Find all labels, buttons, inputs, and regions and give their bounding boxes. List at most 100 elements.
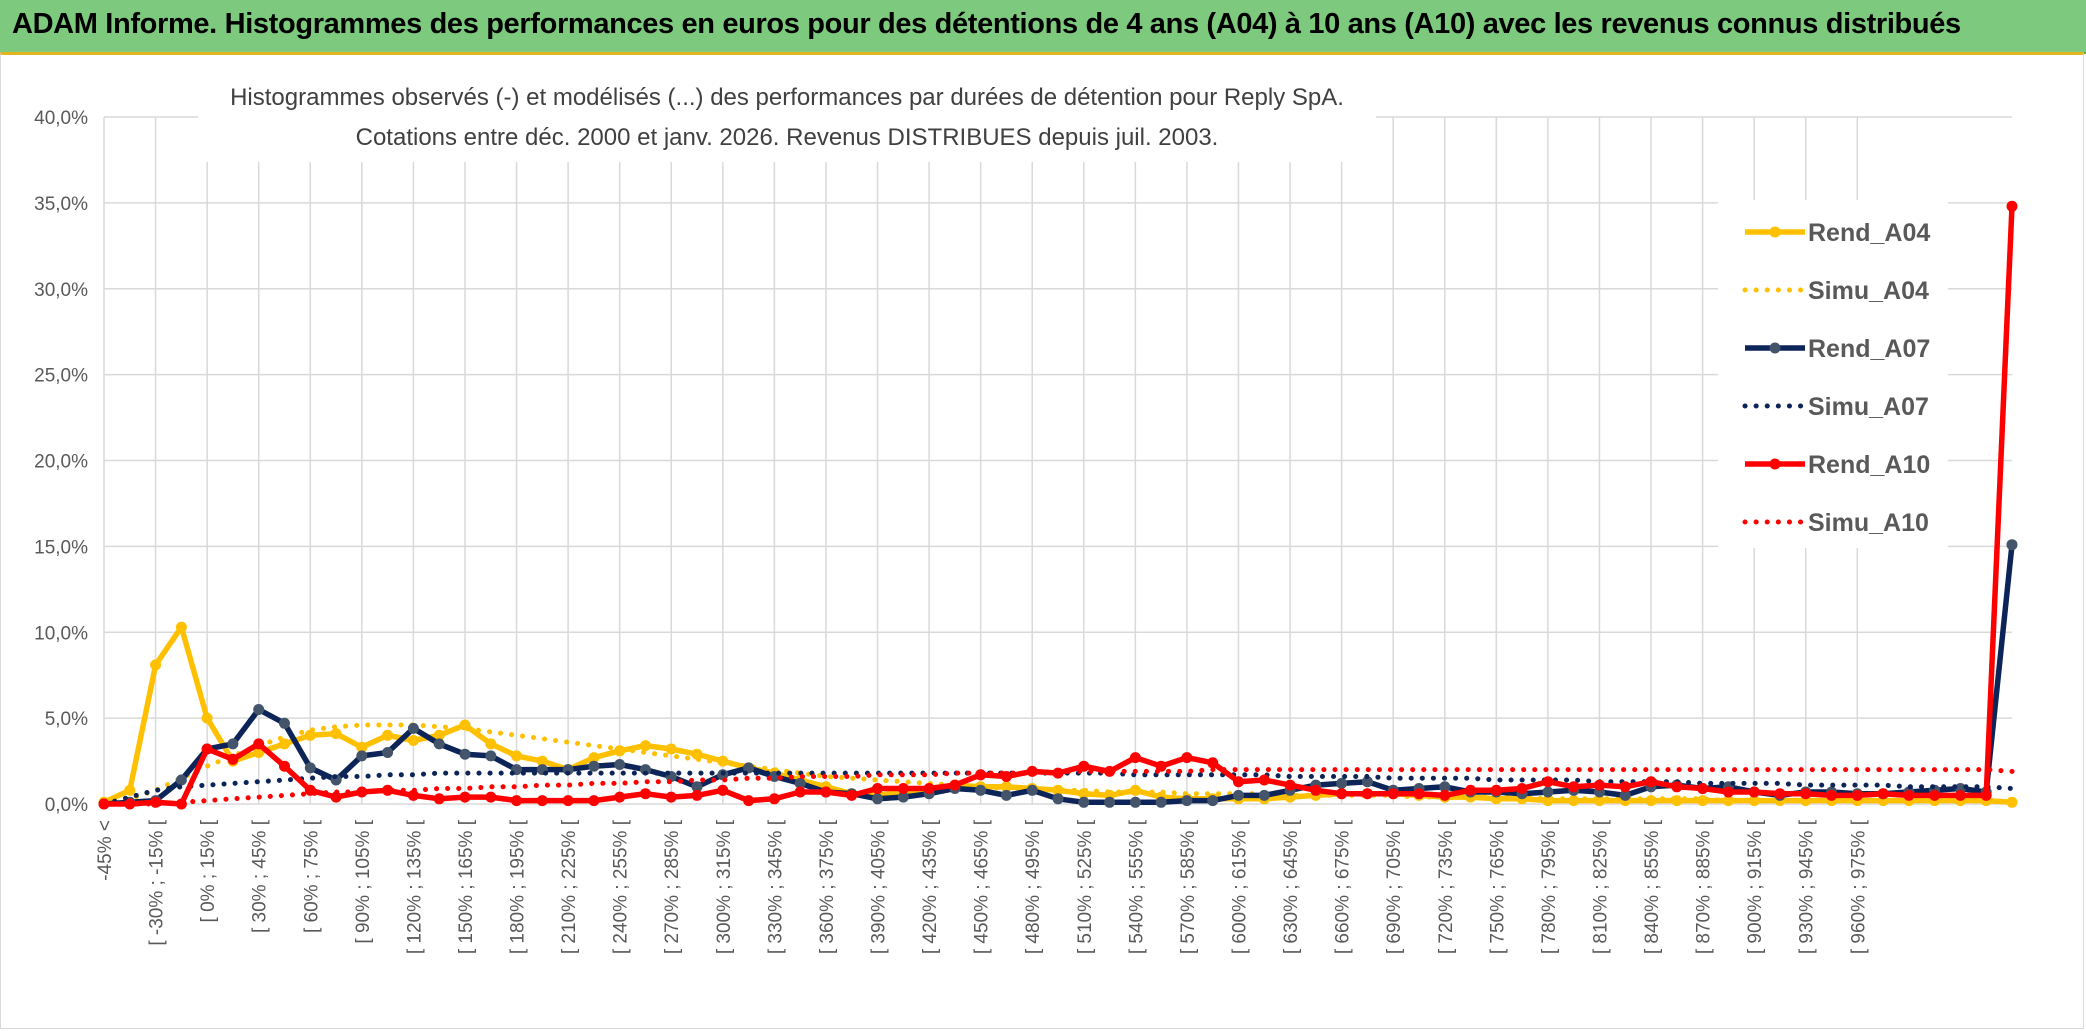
data-point-rend_a10 (614, 791, 626, 803)
data-point-rend_a10 (1671, 781, 1683, 793)
data-point-rend_a10 (1903, 789, 1915, 801)
data-point-rend_a07 (1619, 789, 1631, 801)
data-point-rend_a10 (433, 793, 445, 805)
data-point-rend_a07 (407, 722, 419, 734)
x-tick-label: [ 570% ; 585% [ (1178, 819, 1199, 954)
data-point-rend_a10 (872, 783, 883, 794)
data-point-rend_a07 (253, 704, 265, 715)
data-point-rend_a10 (1748, 786, 1760, 798)
data-point-rend_a10 (1490, 784, 1502, 796)
data-point-rend_a10 (253, 738, 265, 750)
x-tick-label: [ -30% ; -15% [ (147, 819, 168, 945)
data-point-rend_a10 (1722, 786, 1734, 798)
data-point-rend_a10 (1568, 781, 1580, 793)
x-tick-label: [ 870% ; 885% [ (1694, 819, 1715, 954)
data-point-rend_a10 (1929, 789, 1941, 801)
series-line-simu_a04 (101, 722, 2015, 807)
x-tick-label: [ 240% ; 255% [ (611, 819, 632, 954)
data-point-rend_a10 (640, 788, 651, 800)
data-point-rend_a10 (1980, 789, 1992, 801)
data-point-rend_a04 (485, 738, 497, 750)
data-point-rend_a10 (1104, 765, 1116, 777)
data-point-rend_a10 (279, 760, 290, 772)
data-point-rend_a07 (1026, 784, 1038, 796)
data-point-rend_a07 (304, 762, 316, 774)
data-point-rend_a10 (1207, 757, 1219, 769)
data-point-rend_a07 (640, 764, 651, 776)
data-point-rend_a07 (872, 793, 883, 805)
data-point-rend_a04 (691, 748, 703, 760)
data-point-rend_a10 (201, 743, 213, 755)
data-point-rend_a04 (1052, 784, 1064, 796)
x-tick-label: [ 810% ; 825% [ (1590, 819, 1611, 954)
data-point-rend_a04 (382, 729, 394, 741)
x-tick-label: [ 30% ; 45% [ (250, 819, 271, 933)
data-point-rend_a04 (175, 621, 187, 633)
data-point-rend_a10 (1181, 752, 1193, 764)
data-point-rend_a10 (1284, 779, 1296, 791)
data-point-rend_a10 (1439, 789, 1451, 801)
data-point-rend_a10 (2006, 200, 2018, 212)
data-point-rend_a10 (1516, 783, 1528, 794)
y-tick-label: 30,0% (34, 280, 88, 301)
x-tick-label: [ 330% ; 345% [ (765, 819, 786, 954)
x-tick-label: [ 450% ; 465% [ (972, 819, 993, 954)
x-tick-label: [ 720% ; 735% [ (1436, 819, 1457, 954)
legend-label-rend_a07: Rend_A07 (1808, 335, 1930, 363)
data-point-rend_a10 (743, 795, 755, 807)
x-tick-label: [ 840% ; 855% [ (1642, 819, 1663, 954)
legend-label-simu_a10: Simu_A10 (1808, 509, 1929, 537)
legend: Rend_A04 Simu_A04 Rend_A07 Simu_A07 Rend_A10… (1718, 200, 1948, 548)
data-point-rend_a10 (1310, 784, 1322, 796)
gridlines (103, 116, 2012, 805)
x-axis-ticks: -45% < [ -30% ; -15% [[ 0% ; 15% [[ 30% ;… (95, 819, 1869, 954)
data-point-rend_a10 (356, 786, 368, 798)
x-tick-label: [ 540% ; 555% [ (1126, 819, 1147, 954)
data-point-rend_a07 (1439, 781, 1451, 793)
data-point-rend_a10 (794, 786, 806, 798)
x-tick-label: [ 390% ; 405% [ (869, 819, 890, 954)
x-tick-label: [ 480% ; 495% [ (1023, 819, 1044, 954)
x-tick-label: [ 360% ; 375% [ (817, 819, 838, 954)
data-point-rend_a04 (330, 728, 342, 740)
data-point-rend_a07 (1361, 776, 1373, 788)
data-point-rend_a04 (304, 729, 316, 741)
data-point-rend_a10 (1542, 776, 1554, 788)
data-point-rend_a07 (975, 784, 987, 796)
x-tick-label: [ 750% ; 765% [ (1487, 819, 1508, 954)
y-tick-label: 25,0% (34, 366, 88, 387)
data-point-rend_a04 (2006, 796, 2018, 808)
data-point-rend_a07 (227, 738, 239, 750)
report-title: ADAM Informe. Histogrammes des performan… (12, 8, 1961, 40)
legend-label-rend_a10: Rend_A10 (1808, 451, 1930, 479)
x-tick-label: [ 510% ; 525% [ (1075, 819, 1096, 954)
data-point-rend_a07 (175, 774, 187, 786)
y-tick-label: 20,0% (34, 452, 88, 473)
y-axis-ticks: 0,0% 5,0% 10,0% 15,0% 20,0% 25,0% 30,0% 35,0% 40… (34, 108, 88, 816)
data-point-rend_a04 (588, 752, 600, 764)
chart-frame (0, 52, 2084, 1029)
y-tick-label: 0,0% (45, 795, 88, 816)
x-tick-label: [ 660% ; 675% [ (1333, 819, 1354, 954)
data-point-rend_a04 (356, 741, 368, 753)
chart-title-background (198, 76, 1376, 162)
chart-title: Histogrammes observés (-) et modélisés (… (230, 84, 1344, 111)
x-tick-label: [ 180% ; 195% [ (508, 819, 529, 954)
data-point-rend_a10 (717, 784, 729, 796)
data-point-rend_a07 (691, 781, 703, 793)
data-point-rend_a07 (1233, 789, 1244, 801)
data-point-rend_a07 (897, 791, 909, 803)
data-point-rend_a07 (1258, 789, 1270, 801)
y-tick-label: 10,0% (34, 623, 88, 644)
data-point-rend_a10 (897, 783, 909, 794)
data-point-rend_a07 (1207, 795, 1219, 807)
data-point-rend_a07 (1052, 793, 1064, 805)
data-point-rend_a04 (1129, 784, 1141, 796)
data-point-rend_a10 (1361, 788, 1373, 800)
data-point-rend_a10 (330, 791, 342, 803)
y-tick-label: 5,0% (45, 709, 88, 730)
legend-marker-rend_a10 (1769, 458, 1781, 470)
data-point-rend_a04 (201, 712, 213, 724)
data-point-rend_a07 (588, 760, 600, 772)
